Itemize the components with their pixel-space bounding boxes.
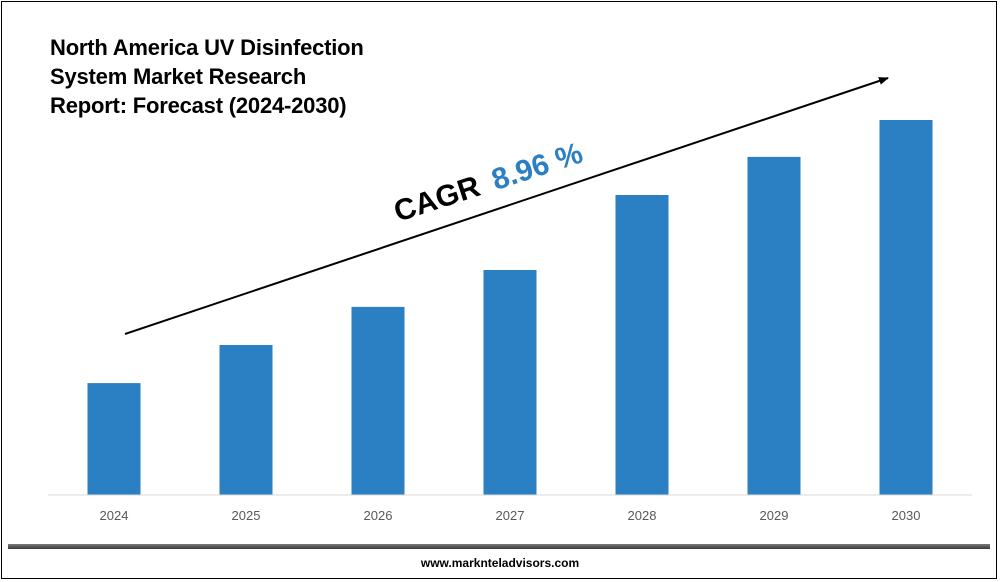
x-tick-label-2030: 2030: [892, 508, 921, 523]
x-tick-label-2027: 2027: [496, 508, 525, 523]
x-tick-label-2028: 2028: [628, 508, 657, 523]
x-axis-ticks: 2024 2025 2026 2027 2028 2029 2030: [100, 508, 921, 523]
x-tick-label-2024: 2024: [100, 508, 129, 523]
bar-series: [87, 120, 933, 495]
footer-divider: [8, 544, 990, 549]
chart-title: North America UV Disinfection System Mar…: [50, 33, 410, 120]
bar-2030: [879, 120, 933, 495]
cagr-label: CAGR: [390, 170, 485, 229]
footer-website: www.marknteladvisors.com: [420, 556, 580, 570]
bar-2024: [87, 383, 141, 495]
chart-title-line-1: North America UV Disinfection: [50, 35, 364, 60]
cagr-annotation: CAGR 8.96 %: [390, 137, 587, 229]
chart-title-line-2: System Market Research: [50, 64, 307, 89]
cagr-value: 8.96 %: [488, 137, 587, 197]
chart-title-line-3: Report: Forecast (2024-2030): [50, 93, 347, 118]
x-tick-label-2026: 2026: [364, 508, 393, 523]
bar-2026: [351, 306, 405, 495]
x-tick-label-2029: 2029: [760, 508, 789, 523]
bar-2025: [219, 345, 273, 495]
bar-2029: [747, 156, 801, 495]
bar-2027: [483, 270, 537, 495]
cagr-arrow: [124, 77, 889, 335]
x-tick-label-2025: 2025: [232, 508, 261, 523]
bar-2028: [615, 195, 669, 495]
